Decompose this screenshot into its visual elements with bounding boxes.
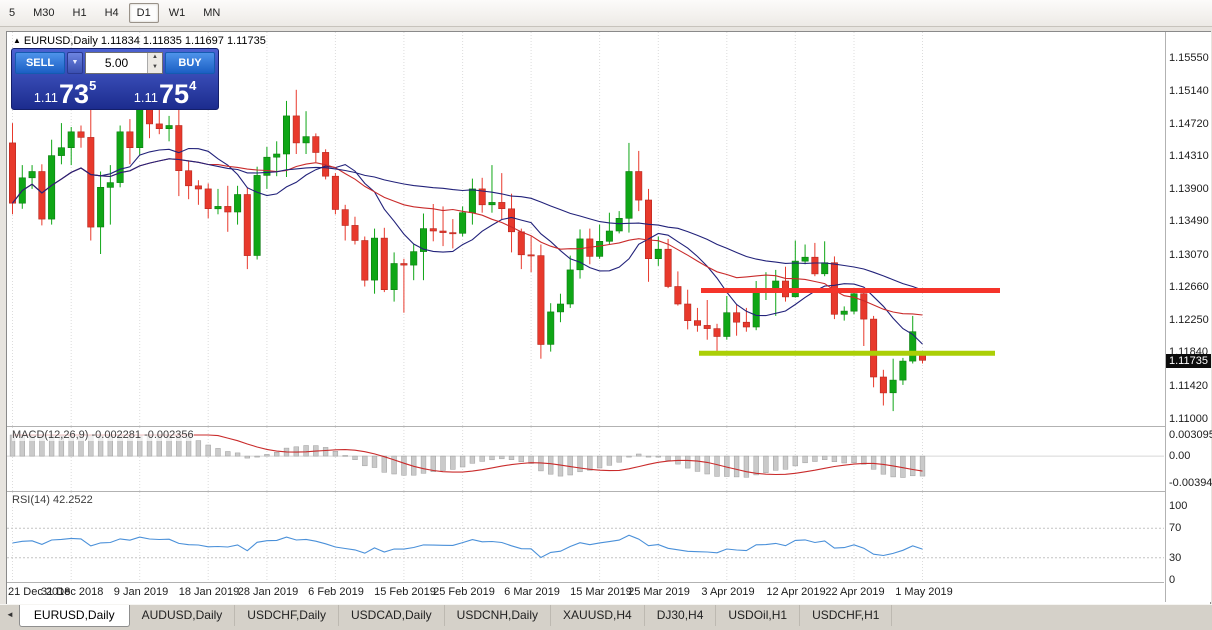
rsi-indicator-canvas[interactable] (7, 492, 1164, 581)
macd-title: MACD(12,26,9) (12, 429, 89, 441)
date-axis-label: 21 Dec 2018 (8, 586, 71, 598)
macd-value-signal: -0.002356 (144, 429, 194, 441)
rsi-axis-label: 30 (1169, 552, 1182, 564)
panel-resize-divider[interactable] (7, 491, 1210, 492)
volume-spinner[interactable]: ▲ ▼ (147, 53, 162, 73)
tab-xauusd-h4[interactable]: XAUUSD,H4 (551, 605, 645, 626)
symbol-tabbar: ◄ EURUSD,Daily AUDUSD,Daily USDCHF,Daily US… (0, 604, 1212, 630)
buy-price-main: 75 (159, 79, 190, 109)
date-axis-label: 1 May 2019 (895, 586, 953, 598)
buy-button[interactable]: BUY (165, 52, 215, 74)
price-axis-label: 1.11000 (1169, 413, 1208, 425)
date-axis-label: 12 Apr 2019 (766, 586, 826, 598)
price-axis-label: 1.13900 (1169, 183, 1209, 195)
timeframe-button-5[interactable]: 5 (9, 7, 16, 19)
price-axis-label: 1.13070 (1169, 249, 1209, 261)
price-axis-label: 1.12250 (1169, 314, 1209, 326)
date-axis-label: 6 Mar 2019 (504, 586, 560, 598)
tab-usdchf-daily[interactable]: USDCHF,Daily (235, 605, 339, 626)
rsi-value: 42.2522 (52, 494, 93, 506)
volume-input[interactable]: 5.00 ▲ ▼ (85, 52, 163, 74)
tab-dj30-h4[interactable]: DJ30,H4 (645, 605, 717, 626)
macd-label: MACD(12,26,9) -0.002281 -0.002356 (12, 429, 194, 441)
rsi-title: RSI(14) (12, 494, 50, 506)
sell-button[interactable]: SELL (15, 52, 65, 74)
volume-dropdown-icon[interactable]: ▼ (67, 52, 83, 74)
buy-price-prefix: 1.11 (133, 90, 159, 105)
current-price-badge: 1.11735 (1166, 354, 1211, 368)
tab-usdchf-h1[interactable]: USDCHF,H1 (800, 605, 893, 626)
date-axis-label: 18 Jan 2019 (178, 586, 240, 598)
buy-price-pip: 4 (189, 78, 197, 93)
volume-value[interactable]: 5.00 (104, 56, 129, 70)
chart-window: ▲ EURUSD,Daily 1.11834 1.11835 1.11697 1.… (6, 31, 1212, 605)
date-axis-label: 15 Mar 2019 (570, 586, 632, 598)
price-axis-label: 1.15140 (1169, 85, 1209, 97)
macd-axis-label: 0.00 (1169, 450, 1191, 462)
timeframe-button-h4[interactable]: H4 (104, 7, 119, 19)
main-chart-canvas[interactable] (7, 32, 1164, 426)
date-axis[interactable]: 21 Dec 2018 31 Dec 2018 9 Jan 2019 18 Jan 2… (7, 582, 1164, 603)
date-axis-label: 25 Mar 2019 (628, 586, 690, 598)
timeframe-button-m30[interactable]: M30 (33, 7, 55, 19)
price-axis[interactable]: 1.15550 1.15140 1.14720 1.14310 1.13900 1.134… (1165, 32, 1212, 602)
tab-usdcad-daily[interactable]: USDCAD,Daily (339, 605, 445, 626)
sell-price-main: 73 (59, 79, 90, 109)
price-axis-label: 1.15550 (1169, 52, 1209, 64)
date-axis-label: 3 Apr 2019 (701, 586, 755, 598)
tab-audusd-daily[interactable]: AUDUSD,Daily (130, 605, 236, 626)
price-axis-label: 1.14310 (1169, 150, 1209, 162)
date-axis-label: 31 Dec 2018 (41, 586, 104, 598)
macd-axis-label: 0.003095 (1169, 429, 1212, 441)
macd-axis-label: -0.003947 (1169, 477, 1212, 489)
timeframe-button-w1[interactable]: W1 (168, 7, 186, 19)
date-axis-label: 28 Jan 2019 (237, 586, 299, 598)
buy-price[interactable]: 1.11 75 4 (115, 76, 215, 108)
chart-header: ▲ EURUSD,Daily 1.11834 1.11835 1.11697 1.… (13, 35, 266, 47)
date-axis-label: 6 Feb 2019 (308, 586, 364, 598)
price-axis-label: 1.13490 (1169, 215, 1209, 227)
chart-header-text: EURUSD,Daily 1.11834 1.11835 1.11697 1.1… (23, 35, 266, 47)
expand-chart-icon[interactable]: ▲ (13, 36, 21, 45)
date-axis-label: 25 Feb 2019 (433, 586, 495, 598)
price-axis-label: 1.14720 (1169, 118, 1209, 130)
panel-resize-divider[interactable] (7, 426, 1210, 427)
date-axis-label: 22 Apr 2019 (825, 586, 885, 598)
tab-eurusd-daily[interactable]: EURUSD,Daily (18, 605, 130, 627)
macd-value-main: -0.002281 (91, 429, 142, 441)
rsi-axis-label: 70 (1169, 522, 1182, 534)
sell-price[interactable]: 1.11 73 5 (15, 76, 115, 108)
price-axis-label: 1.12660 (1169, 281, 1209, 293)
timeframe-button-d1[interactable]: D1 (128, 3, 159, 23)
one-click-trading-panel: SELL ▼ 5.00 ▲ ▼ BUY 1.11 73 5 1.11 75 4 (11, 48, 219, 110)
rsi-label: RSI(14) 42.2522 (12, 494, 93, 506)
date-axis-label: 9 Jan 2019 (113, 586, 169, 598)
tab-usdcnh-daily[interactable]: USDCNH,Daily (445, 605, 552, 626)
tab-usdoil-h1[interactable]: USDOil,H1 (716, 605, 801, 626)
tab-scroll-left-icon[interactable]: ◄ (6, 610, 14, 619)
tab-list: EURUSD,Daily AUDUSD,Daily USDCHF,Daily USDC… (18, 605, 893, 627)
rsi-axis-label: 100 (1169, 500, 1188, 512)
spinner-up-icon[interactable]: ▲ (148, 53, 162, 63)
sell-price-prefix: 1.11 (33, 90, 59, 105)
timeframe-toolbar: 5 M30 H1 H4 D1 W1 MN (0, 0, 1212, 27)
spinner-down-icon[interactable]: ▼ (148, 63, 162, 73)
date-axis-label: 15 Feb 2019 (374, 586, 436, 598)
price-axis-label: 1.11420 (1169, 380, 1208, 392)
rsi-axis-label: 0 (1169, 574, 1176, 586)
timeframe-button-h1[interactable]: H1 (72, 7, 87, 19)
sell-price-pip: 5 (89, 78, 97, 93)
timeframe-button-mn[interactable]: MN (203, 7, 221, 19)
